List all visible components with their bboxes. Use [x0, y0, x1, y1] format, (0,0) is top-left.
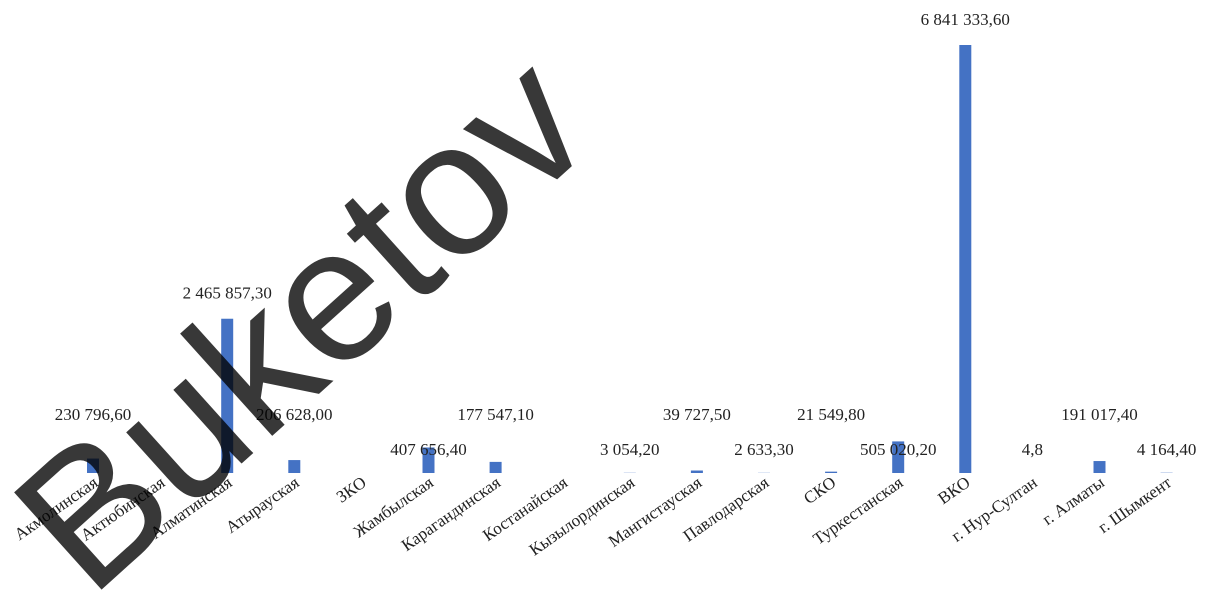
value-label: 21 549,80	[797, 405, 865, 424]
bar	[959, 45, 972, 473]
value-label: 206 628,00	[256, 405, 333, 424]
value-label: 2 465 857,30	[183, 284, 272, 303]
bar	[489, 461, 502, 473]
value-label: 4,8	[1022, 440, 1043, 459]
bar	[892, 441, 905, 473]
x-tick-label: ЗКО	[333, 473, 370, 507]
value-label: 4 164,40	[1137, 440, 1197, 459]
watermark: Buketov	[0, 14, 628, 609]
value-label: 505 020,20	[860, 440, 937, 459]
value-label: 39 727,50	[663, 405, 731, 424]
bar	[1093, 461, 1106, 473]
bar	[87, 458, 99, 473]
bar	[422, 447, 435, 473]
value-label: 191 017,40	[1061, 405, 1138, 424]
bar	[221, 318, 234, 473]
bar	[825, 471, 838, 473]
value-label: 3 054,20	[600, 440, 660, 459]
value-label: 407 656,40	[390, 440, 467, 459]
value-label: 6 841 333,60	[921, 10, 1010, 29]
bar	[690, 470, 703, 473]
value-label: 230 796,60	[55, 405, 132, 424]
x-tick-label: г. Шымкент	[1095, 472, 1176, 537]
value-label: 2 633,30	[734, 440, 794, 459]
value-label: 177 547,10	[457, 405, 534, 424]
bar	[288, 460, 301, 473]
x-tick-label: ВКО	[934, 473, 973, 508]
x-tick-label: СКО	[800, 473, 839, 508]
